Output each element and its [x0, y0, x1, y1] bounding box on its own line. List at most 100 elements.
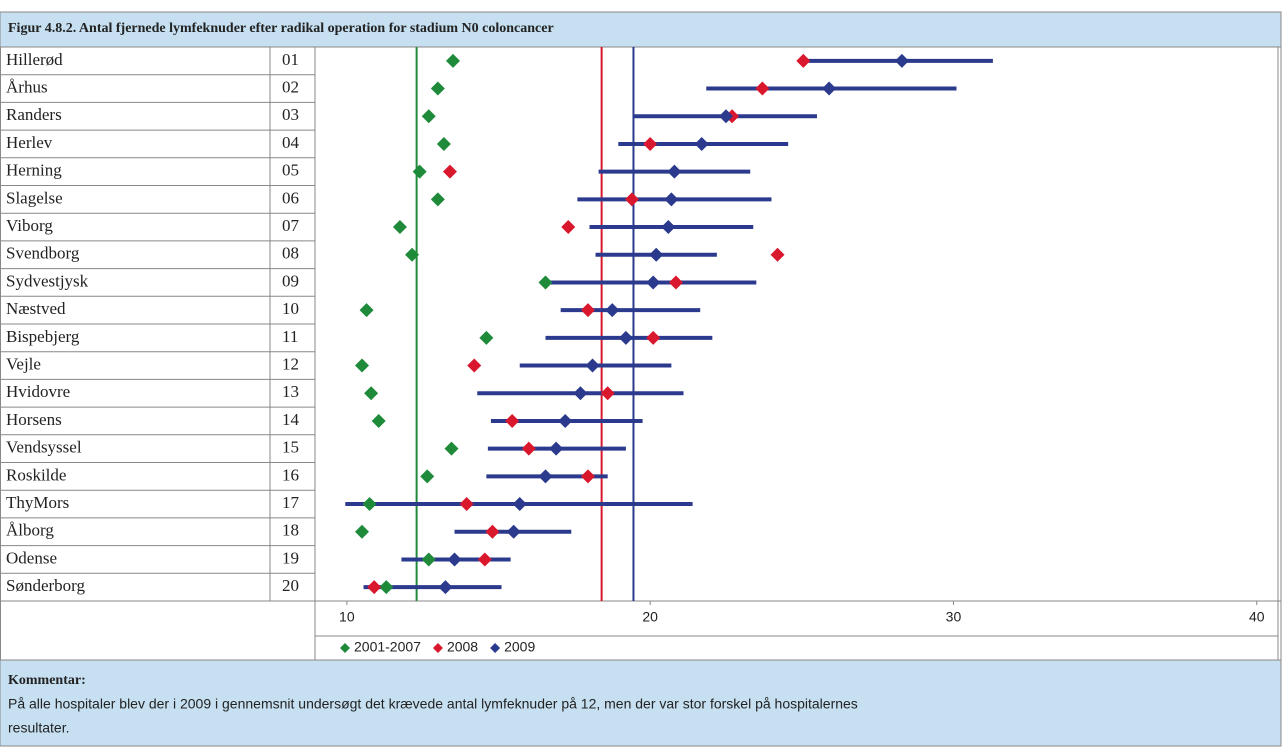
- hospital-code: 13: [282, 382, 299, 401]
- hospital-code: 17: [282, 493, 300, 512]
- point-marker: [506, 524, 521, 539]
- point-marker: [822, 81, 837, 96]
- point-marker: [770, 247, 785, 262]
- point-marker: [649, 247, 664, 262]
- x-tick-label: 10: [339, 609, 355, 625]
- point-marker: [549, 441, 564, 456]
- hospital-code: 19: [282, 548, 299, 567]
- hospital-name: Hvidovre: [6, 382, 70, 401]
- hospital-name: Århus: [6, 77, 48, 96]
- point-marker: [459, 497, 474, 512]
- point-marker: [561, 220, 576, 235]
- point-marker: [668, 275, 683, 290]
- hospital-name: Vejle: [6, 354, 41, 373]
- point-marker: [479, 330, 494, 345]
- point-marker: [430, 81, 445, 96]
- hospital-code: 14: [282, 410, 300, 429]
- x-tick-label: 40: [1249, 609, 1265, 625]
- comment-line: På alle hospitaler blev der i 2009 i gen…: [8, 696, 858, 712]
- point-marker: [379, 580, 394, 595]
- hospital-name: Vendsyssel: [6, 438, 82, 457]
- point-marker: [477, 552, 492, 567]
- legend-marker: [432, 643, 443, 653]
- hospital-name: Herning: [6, 161, 62, 180]
- point-marker: [505, 413, 520, 428]
- point-marker: [646, 275, 661, 290]
- point-marker: [430, 192, 445, 207]
- hospital-code: 16: [282, 465, 299, 484]
- hospital-name: ThyMors: [6, 493, 69, 512]
- hospital-name: Næstved: [6, 299, 66, 318]
- point-marker: [405, 247, 420, 262]
- title-bar: [0, 11, 1282, 48]
- point-marker: [667, 164, 682, 179]
- point-marker: [362, 497, 377, 512]
- hospital-code: 04: [282, 133, 300, 152]
- point-marker: [538, 275, 553, 290]
- hospital-name: Slagelse: [6, 188, 63, 207]
- hospital-name: Hillerød: [6, 50, 63, 69]
- hospital-name: Sønderborg: [6, 576, 86, 595]
- hospital-name: Horsens: [6, 410, 62, 429]
- point-marker: [618, 330, 633, 345]
- hospital-code: 09: [282, 271, 299, 290]
- legend-label: 2001-2007: [354, 639, 421, 655]
- point-marker: [359, 303, 374, 318]
- hospital-code: 05: [282, 161, 299, 180]
- hospital-code: 01: [282, 50, 299, 69]
- point-marker: [558, 413, 573, 428]
- point-marker: [442, 164, 457, 179]
- hospital-code: 03: [282, 105, 299, 124]
- point-marker: [447, 552, 462, 567]
- hospital-name: Viborg: [6, 216, 53, 235]
- chart-title: Figur 4.8.2. Antal fjernede lymfeknuder …: [8, 21, 554, 36]
- hospital-name: Bispebjerg: [6, 327, 80, 346]
- point-marker: [364, 386, 379, 401]
- point-marker: [446, 53, 461, 68]
- hospital-code: 11: [282, 327, 298, 346]
- hospital-code: 07: [282, 216, 300, 235]
- hospital-code: 20: [282, 576, 299, 595]
- comment-line: resultater.: [8, 720, 69, 736]
- point-marker: [624, 192, 639, 207]
- legend-marker: [490, 643, 501, 653]
- hospital-name: Odense: [6, 548, 57, 567]
- point-marker: [420, 469, 435, 484]
- x-tick-label: 30: [946, 609, 962, 625]
- point-marker: [580, 303, 595, 318]
- hospital-code: 02: [282, 77, 299, 96]
- comment-box: [0, 659, 1282, 747]
- point-marker: [438, 580, 453, 595]
- point-marker: [755, 81, 770, 96]
- hospital-code: 08: [282, 244, 299, 263]
- hospital-code: 10: [282, 299, 299, 318]
- x-tick-label: 20: [642, 609, 658, 625]
- hospital-name: Sydvestjysk: [6, 271, 89, 290]
- point-marker: [718, 109, 733, 124]
- point-marker: [392, 220, 407, 235]
- table-frame: [0, 46, 1282, 661]
- point-marker: [412, 164, 427, 179]
- point-marker: [643, 136, 658, 151]
- hospital-name: Herlev: [6, 133, 53, 152]
- point-marker: [421, 109, 436, 124]
- point-marker: [355, 358, 370, 373]
- point-marker: [646, 330, 661, 345]
- point-marker: [894, 53, 909, 68]
- point-marker: [512, 497, 527, 512]
- point-marker: [355, 524, 370, 539]
- point-marker: [664, 192, 679, 207]
- hospital-name: Roskilde: [6, 465, 66, 484]
- legend-marker: [340, 643, 350, 653]
- point-marker: [661, 220, 676, 235]
- point-marker: [694, 136, 709, 151]
- point-marker: [585, 358, 600, 373]
- point-marker: [421, 552, 436, 567]
- point-marker: [371, 413, 386, 428]
- point-marker: [467, 358, 482, 373]
- point-marker: [796, 53, 811, 68]
- point-marker: [436, 136, 451, 151]
- hospital-code: 15: [282, 438, 299, 457]
- point-marker: [605, 303, 620, 318]
